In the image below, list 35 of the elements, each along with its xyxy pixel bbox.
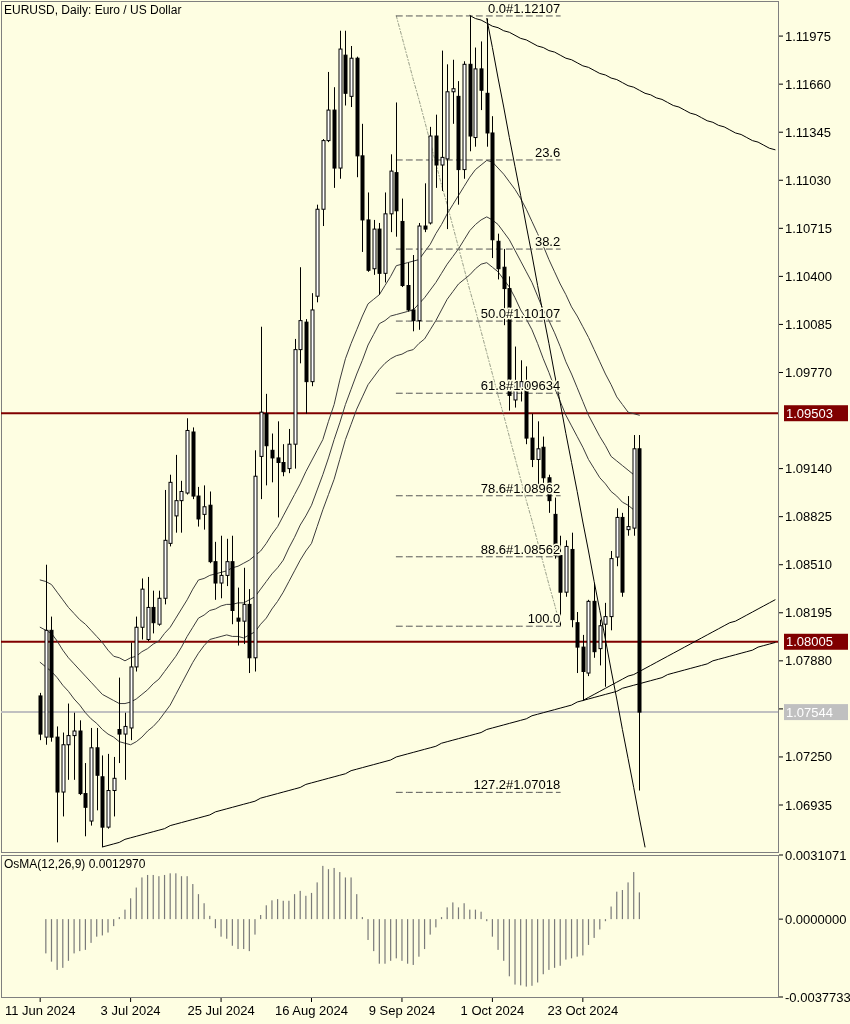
- y-tick-label: 1.09770: [785, 364, 832, 380]
- y-tick-label: 1.10715: [785, 220, 832, 236]
- ref-line-label: 1.09503: [786, 405, 833, 421]
- x-tick-label: 25 Jul 2024: [187, 1003, 255, 1018]
- y-tick-label: 1.07880: [785, 653, 832, 669]
- y-tick-label: 1.07250: [785, 749, 832, 765]
- series-label: 38.2: [534, 234, 561, 250]
- series-label: 0.0#1.12107: [487, 0, 561, 16]
- x-tick-label: 23 Oct 2024: [547, 1003, 619, 1018]
- y-tick-label: 1.08825: [785, 509, 832, 525]
- y-tick-label: 1.11975: [785, 28, 832, 44]
- y-tick-label: 1.11345: [785, 124, 832, 140]
- y-tick-label: 0.0000000: [785, 911, 847, 927]
- x-tick-label: 16 Aug 2024: [275, 1003, 349, 1018]
- x-tick-label: 9 Sep 2024: [368, 1003, 436, 1018]
- y-tick-label: -0.0037733: [785, 989, 850, 1005]
- y-tick-label: 1.06935: [785, 797, 832, 813]
- series-label: 23.6: [534, 144, 561, 160]
- y-tick-label: 1.08510: [785, 557, 832, 573]
- x-tick-label: 1 Oct 2024: [460, 1003, 525, 1018]
- chart-title: EURUSD, Daily: Euro / US Dollar: [4, 3, 182, 17]
- y-tick-label: 1.08195: [785, 605, 832, 621]
- series-label: 127.2#1.07018: [473, 777, 561, 793]
- x-tick-label: 11 Jun 2024: [4, 1003, 76, 1018]
- y-tick-label: 1.11660: [785, 76, 832, 92]
- y-tick-label: 1.09140: [785, 461, 832, 477]
- y-tick-label: 0.0031071: [785, 847, 847, 863]
- y-tick-label: 1.10400: [785, 268, 832, 284]
- y-tick-label: 1.10085: [785, 316, 832, 332]
- chart-title: OsMA(12,26,9) 0.0012970: [4, 857, 146, 871]
- ref-line-label: 1.07544: [786, 704, 833, 720]
- series-label: 100.0: [527, 611, 561, 627]
- y-tick-label: 1.11030: [785, 172, 832, 188]
- ref-line-label: 1.08005: [786, 634, 833, 650]
- x-tick-label: 3 Jul 2024: [100, 1003, 161, 1018]
